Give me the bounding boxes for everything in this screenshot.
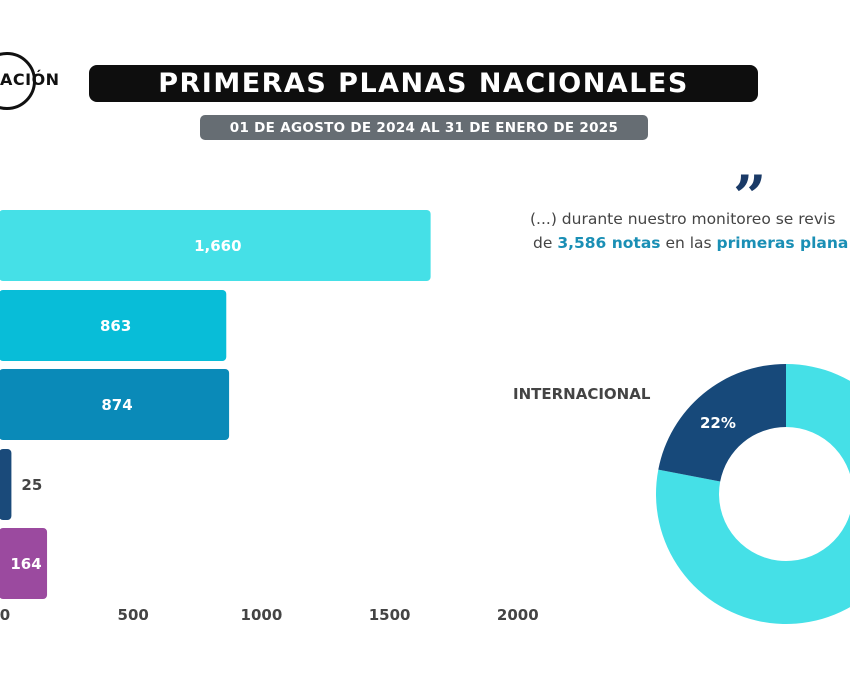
bar-0 (0, 210, 431, 281)
donut-slice-0 (656, 364, 850, 624)
bar-value-label-2: 874 (101, 395, 133, 414)
quote-line-2: de 3,586 notas en las primeras plana (533, 234, 848, 252)
bar-2 (0, 369, 230, 440)
x-tick-2: 1000 (240, 606, 283, 624)
bar-value-label-1: 863 (99, 316, 132, 335)
quote-prefix: de (533, 234, 558, 252)
x-tick-4: 2000 (496, 606, 539, 624)
bar-3 (0, 449, 12, 520)
quote-icon: ” (733, 163, 767, 231)
quote-highlight-notas: 3,586 notas (557, 234, 661, 252)
date-range: 01 DE AGOSTO DE 2024 AL 31 DE ENERO DE 2… (229, 119, 619, 136)
x-tick-3: 1500 (368, 606, 411, 624)
bar-value-label-0: 1,660 (194, 236, 242, 255)
bar-value-label-4: 164 (10, 554, 42, 573)
donut-label-internacional: INTERNACIONAL (513, 385, 651, 403)
logo-text: ACIÓN (0, 70, 60, 89)
bar-4 (0, 528, 48, 599)
donut-slice-1 (658, 364, 786, 482)
subtitle-banner: 01 DE AGOSTO DE 2024 AL 31 DE ENERO DE 2… (200, 115, 648, 140)
title-banner: PRIMERAS PLANAS NACIONALES (89, 65, 758, 102)
quote-highlight-planas: primeras plana (716, 234, 849, 252)
quote-line-1: (...) durante nuestro monitoreo se revis (530, 210, 836, 228)
page-title: PRIMERAS PLANAS NACIONALES (158, 68, 689, 99)
x-tick-1: 500 (117, 606, 149, 624)
quote-middle: en las (660, 234, 717, 252)
bar-value-label-3: 25 (21, 475, 43, 494)
donut-percent-internacional: 22% (700, 414, 736, 432)
bar-1 (0, 290, 227, 361)
x-tick-0: 0 (0, 606, 11, 624)
